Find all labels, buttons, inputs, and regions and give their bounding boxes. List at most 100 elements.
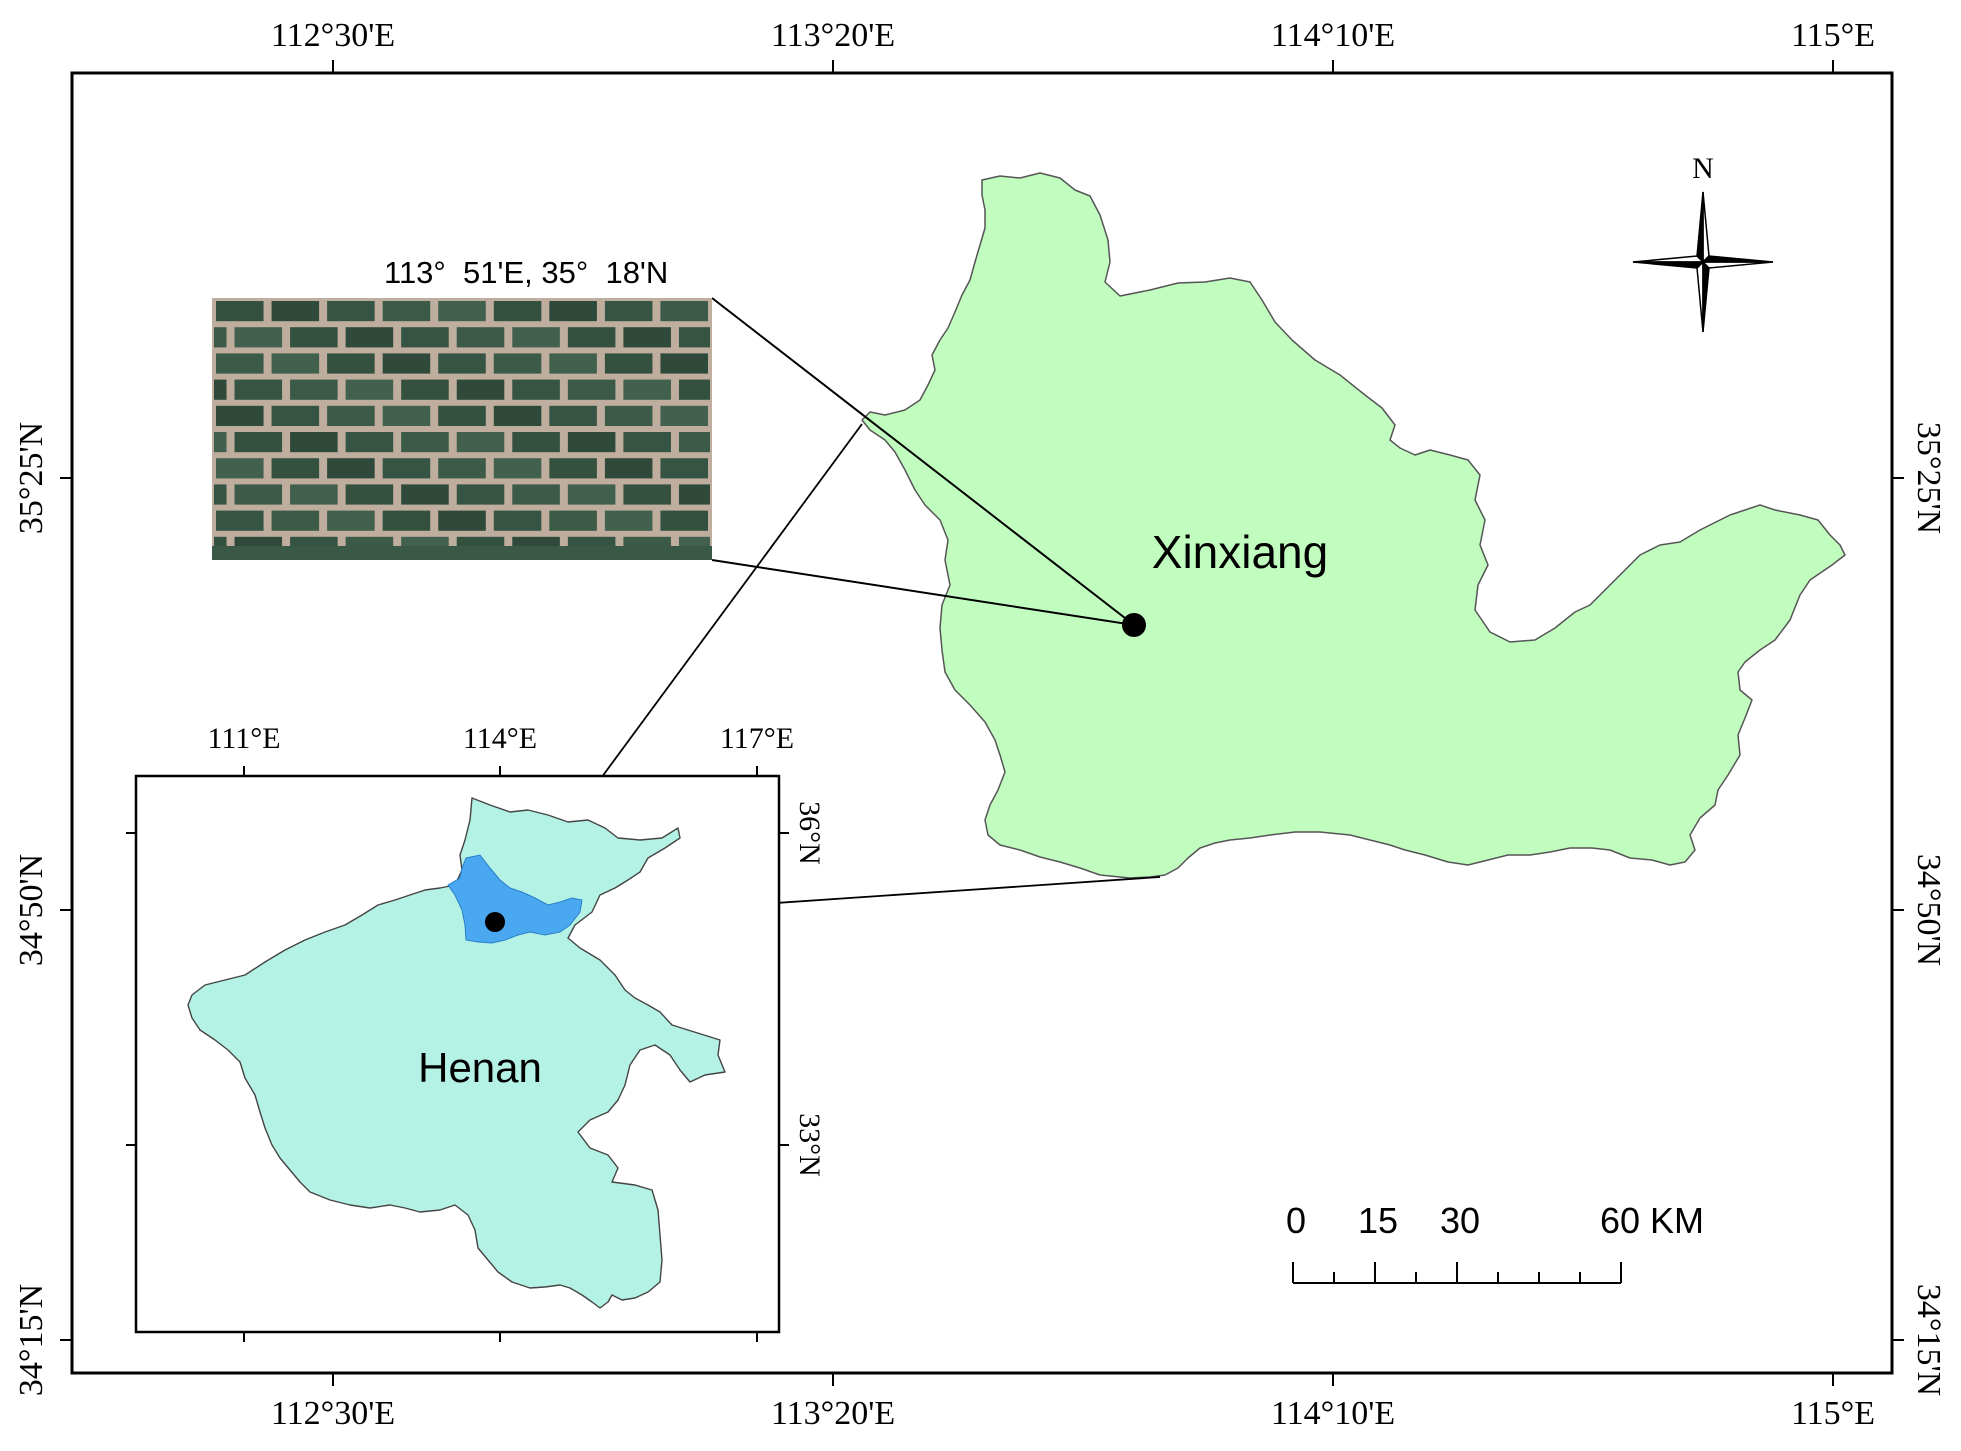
- top-tick-marks: [332, 60, 1834, 73]
- satellite-field-plot: [623, 327, 671, 348]
- satellite-field-plot: [493, 405, 542, 426]
- satellite-field-plot: [623, 432, 671, 453]
- satellite-field-plot: [234, 484, 283, 505]
- inset-right-tick-label-2: 33°N: [793, 1113, 826, 1177]
- scale-label-15: 15: [1358, 1200, 1398, 1241]
- satellite-field-plot: [604, 458, 653, 479]
- satellite-field-plot: [660, 458, 708, 479]
- left-tick-label-2: 34°50'N: [13, 854, 50, 966]
- satellite-field-plot: [678, 432, 710, 453]
- left-tick-marks: [60, 477, 72, 1341]
- top-tick-label-4: 115°E: [1791, 17, 1875, 54]
- satellite-field-plot: [438, 510, 486, 531]
- satellite-field-plot: [327, 301, 375, 322]
- henan-label: Henan: [418, 1044, 542, 1091]
- satellite-field-plot: [401, 432, 449, 453]
- satellite-field-plot: [438, 458, 486, 479]
- satellite-field-plot: [678, 379, 710, 400]
- satellite-field-plot: [604, 301, 653, 322]
- satellite-field-plot: [382, 458, 431, 479]
- satellite-field-plot: [549, 353, 597, 374]
- satellite-field-plot: [493, 458, 542, 479]
- bottom-tick-label-4: 115°E: [1791, 1395, 1875, 1432]
- satellite-field-plot: [456, 484, 505, 505]
- satellite-field-plot: [327, 405, 375, 426]
- satellite-field-plot: [271, 353, 320, 374]
- satellite-field-plot: [512, 484, 560, 505]
- satellite-field-plot: [290, 327, 338, 348]
- satellite-field-plot: [327, 458, 375, 479]
- scale-label-30: 30: [1440, 1200, 1480, 1241]
- right-tick-label-3: 34°15'N: [1910, 1284, 1947, 1396]
- satellite-field-plot: [549, 301, 597, 322]
- top-tick-label-1: 112°30'E: [271, 17, 395, 54]
- scale-label-60km: 60 KM: [1600, 1200, 1704, 1241]
- satellite-field-plot: [345, 484, 394, 505]
- right-tick-label-1: 35°25'N: [1910, 422, 1947, 534]
- inset-map: 111°E 114°E 117°E 36°N 33°N Henan: [126, 722, 826, 1342]
- satellite-field-plot: [567, 432, 616, 453]
- sample-site-point: [1122, 613, 1146, 637]
- satellite-field-plot: [623, 484, 671, 505]
- left-tick-label-1: 35°25'N: [13, 422, 50, 534]
- inset-tick-marks: [126, 766, 789, 1342]
- satellite-field-plot: [290, 379, 338, 400]
- satellite-field-plot: [214, 484, 227, 505]
- satellite-field-plot: [456, 379, 505, 400]
- satellite-field-plot: [214, 327, 227, 348]
- satellite-field-plot: [327, 510, 375, 531]
- satellite-callout-lines: [711, 297, 1135, 626]
- satellite-field-plot: [234, 432, 283, 453]
- top-tick-label-2: 113°20'E: [771, 17, 895, 54]
- satellite-field-plot: [216, 510, 264, 531]
- satellite-field-plot: [660, 510, 708, 531]
- satellite-field-plot: [214, 379, 227, 400]
- satellite-field-plot: [549, 405, 597, 426]
- satellite-field-plot: [401, 379, 449, 400]
- satellite-field-plot: [216, 301, 264, 322]
- satellite-field-plot: [512, 432, 560, 453]
- satellite-field-plot: [345, 379, 394, 400]
- inset-location-point: [485, 912, 505, 932]
- xinxiang-label: Xinxiang: [1152, 526, 1328, 578]
- bottom-tick-label-3: 114°10'E: [1271, 1395, 1395, 1432]
- bottom-tick-marks: [332, 1373, 1834, 1386]
- satellite-field-plot: [234, 379, 283, 400]
- right-tick-marks: [1892, 477, 1904, 1341]
- satellite-field-plot: [623, 379, 671, 400]
- satellite-field-plot: [271, 510, 320, 531]
- satellite-field-plot: [567, 379, 616, 400]
- satellite-field-plot: [493, 510, 542, 531]
- henan-province: [187, 797, 726, 1309]
- satellite-field-plot: [493, 301, 542, 322]
- satellite-field-plot: [512, 379, 560, 400]
- satellite-field-plot: [512, 327, 560, 348]
- satellite-field-plot: [660, 405, 708, 426]
- satellite-field-plot: [271, 405, 320, 426]
- satellite-field-plot: [549, 510, 597, 531]
- inset-top-tick-label-1: 111°E: [207, 722, 280, 755]
- satellite-field-plot: [290, 484, 338, 505]
- satellite-field-plot: [549, 458, 597, 479]
- satellite-field-plot: [438, 405, 486, 426]
- satellite-field-plot: [216, 458, 264, 479]
- satellite-field-plot: [678, 484, 710, 505]
- bottom-tick-label-2: 113°20'E: [771, 1395, 895, 1432]
- satellite-field-plot: [401, 484, 449, 505]
- satellite-field-plot: [438, 353, 486, 374]
- satellite-field-plot: [438, 301, 486, 322]
- satellite-field-band: [212, 546, 712, 560]
- satellite-field-plot: [604, 353, 653, 374]
- inset-top-tick-label-3: 117°E: [720, 722, 794, 755]
- satellite-field-plot: [327, 353, 375, 374]
- inset-top-tick-label-2: 114°E: [463, 722, 537, 755]
- satellite-field-plot: [214, 432, 227, 453]
- satellite-field-plot: [456, 327, 505, 348]
- satellite-field-plot: [382, 353, 431, 374]
- xinxiang-highlight: [447, 854, 583, 944]
- satellite-field-plot: [604, 510, 653, 531]
- satellite-field-plot: [678, 327, 710, 348]
- satellite-field-plot: [271, 458, 320, 479]
- satellite-field-plot: [660, 301, 708, 322]
